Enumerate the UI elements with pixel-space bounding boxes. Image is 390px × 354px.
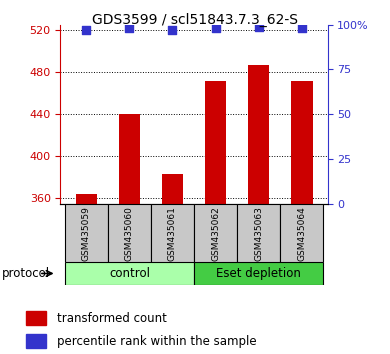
- Text: GSM435061: GSM435061: [168, 206, 177, 261]
- Point: [83, 27, 89, 33]
- Bar: [248, 65, 269, 204]
- Bar: [280, 204, 323, 262]
- Text: transformed count: transformed count: [57, 312, 167, 325]
- Text: GSM435063: GSM435063: [254, 206, 263, 261]
- Bar: [162, 174, 183, 204]
- Text: protocol: protocol: [2, 267, 50, 280]
- Text: GSM435062: GSM435062: [211, 206, 220, 261]
- Bar: [194, 262, 323, 285]
- Bar: [194, 204, 237, 262]
- Text: percentile rank within the sample: percentile rank within the sample: [57, 335, 257, 348]
- Point: [255, 24, 262, 29]
- Bar: [108, 204, 151, 262]
- Bar: [27, 312, 46, 325]
- Point: [213, 25, 219, 31]
- Bar: [151, 204, 194, 262]
- Text: GSM435059: GSM435059: [82, 206, 91, 261]
- Bar: [65, 204, 108, 262]
- Text: GDS3599 / scl51843.7.3_62-S: GDS3599 / scl51843.7.3_62-S: [92, 12, 298, 27]
- Point: [126, 25, 133, 31]
- Bar: [237, 204, 280, 262]
- Bar: [65, 262, 194, 285]
- Text: control: control: [109, 267, 150, 280]
- Bar: [205, 80, 226, 204]
- Point: [299, 25, 305, 31]
- Text: GSM435060: GSM435060: [125, 206, 134, 261]
- Text: Eset depletion: Eset depletion: [216, 267, 301, 280]
- Bar: [291, 80, 312, 204]
- Point: [169, 27, 176, 33]
- Bar: [76, 194, 97, 204]
- Text: GSM435064: GSM435064: [297, 206, 306, 261]
- Bar: [119, 114, 140, 204]
- Bar: [27, 334, 46, 348]
